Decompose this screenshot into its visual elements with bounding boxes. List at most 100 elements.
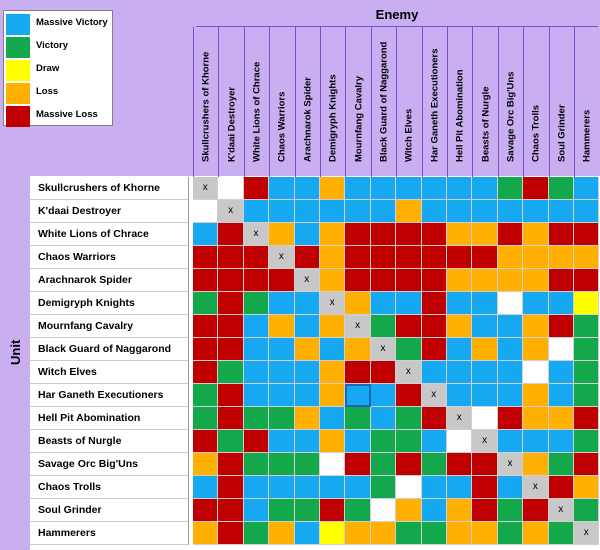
matchup-cell[interactable] (294, 476, 320, 499)
matchup-cell[interactable] (218, 476, 244, 499)
matchup-cell[interactable] (574, 407, 600, 430)
matchup-cell[interactable] (472, 200, 498, 223)
matchup-cell[interactable] (370, 269, 397, 292)
matchup-cell[interactable] (472, 361, 498, 384)
matchup-cell[interactable]: x (497, 453, 524, 476)
matchup-cell[interactable] (574, 177, 600, 200)
matchup-cell[interactable] (497, 522, 524, 545)
matchup-cell[interactable] (269, 361, 295, 384)
matchup-cell[interactable] (396, 407, 422, 430)
matchup-cell[interactable] (548, 384, 574, 407)
matchup-cell[interactable] (320, 476, 346, 499)
matchup-cell[interactable] (447, 476, 473, 499)
matchup-cell[interactable] (193, 223, 219, 246)
matchup-cell[interactable] (269, 292, 295, 315)
matchup-cell[interactable] (294, 223, 320, 246)
matchup-cell[interactable] (447, 200, 473, 223)
matchup-cell[interactable] (218, 361, 244, 384)
matchup-cell[interactable] (548, 430, 574, 453)
matchup-cell[interactable] (243, 269, 270, 292)
matchup-cell[interactable] (294, 292, 320, 315)
matchup-cell[interactable] (218, 407, 244, 430)
matchup-cell[interactable] (472, 338, 498, 361)
matchup-cell[interactable] (320, 200, 346, 223)
matchup-cell[interactable] (269, 453, 295, 476)
matchup-cell[interactable] (294, 430, 320, 453)
matchup-cell[interactable]: x (370, 338, 397, 361)
matchup-cell[interactable] (421, 522, 447, 545)
matchup-cell[interactable] (294, 522, 320, 545)
matchup-cell[interactable] (193, 522, 219, 545)
matchup-cell[interactable] (370, 453, 397, 476)
matchup-cell[interactable] (472, 315, 498, 338)
matchup-cell[interactable] (243, 499, 270, 522)
matchup-cell[interactable] (345, 453, 371, 476)
matchup-cell[interactable] (421, 499, 447, 522)
matchup-cell[interactable]: x (320, 292, 346, 315)
matchup-cell[interactable] (269, 384, 295, 407)
matchup-cell[interactable] (370, 177, 397, 200)
matchup-cell[interactable] (269, 476, 295, 499)
matchup-cell[interactable] (497, 430, 524, 453)
matchup-cell[interactable] (370, 200, 397, 223)
matchup-cell[interactable] (548, 522, 574, 545)
matchup-cell[interactable] (218, 246, 244, 269)
matchup-cell[interactable] (345, 499, 371, 522)
matchup-cell[interactable] (574, 499, 600, 522)
matchup-cell[interactable] (472, 522, 498, 545)
matchup-cell[interactable]: x (548, 499, 574, 522)
matchup-cell[interactable] (243, 522, 270, 545)
matchup-cell[interactable] (320, 246, 346, 269)
matchup-cell[interactable]: x (574, 522, 600, 545)
matchup-cell[interactable] (193, 361, 219, 384)
matchup-cell[interactable] (294, 499, 320, 522)
matchup-cell[interactable] (523, 269, 549, 292)
matchup-cell[interactable] (421, 338, 447, 361)
matchup-cell[interactable] (396, 269, 422, 292)
matchup-cell[interactable] (447, 269, 473, 292)
matchup-cell[interactable] (548, 223, 574, 246)
matchup-cell[interactable] (523, 338, 549, 361)
matchup-cell[interactable] (370, 430, 397, 453)
matchup-cell[interactable] (243, 200, 270, 223)
matchup-cell[interactable] (574, 292, 600, 315)
matchup-cell[interactable]: x (523, 476, 549, 499)
matchup-cell[interactable] (472, 407, 498, 430)
matchup-cell[interactable] (447, 499, 473, 522)
matchup-cell[interactable] (548, 292, 574, 315)
matchup-cell[interactable] (523, 223, 549, 246)
matchup-cell[interactable] (574, 315, 600, 338)
matchup-cell[interactable] (320, 177, 346, 200)
matchup-cell[interactable] (218, 177, 244, 200)
matchup-cell[interactable] (447, 223, 473, 246)
matchup-cell[interactable] (396, 522, 422, 545)
matchup-cell[interactable] (193, 269, 219, 292)
matchup-cell[interactable] (421, 315, 447, 338)
matchup-cell[interactable] (497, 499, 524, 522)
matchup-cell[interactable] (243, 384, 270, 407)
matchup-cell[interactable]: x (243, 223, 270, 246)
matchup-cell[interactable] (523, 453, 549, 476)
matchup-cell[interactable] (218, 384, 244, 407)
matchup-cell[interactable] (345, 407, 371, 430)
matchup-cell[interactable] (243, 246, 270, 269)
matchup-cell[interactable] (269, 407, 295, 430)
matchup-cell[interactable] (218, 522, 244, 545)
matchup-cell[interactable] (243, 361, 270, 384)
matchup-cell[interactable] (421, 246, 447, 269)
matchup-cell[interactable] (370, 246, 397, 269)
matchup-cell[interactable] (269, 499, 295, 522)
matchup-cell[interactable] (574, 361, 600, 384)
matchup-cell[interactable] (320, 522, 346, 545)
matchup-cell[interactable] (218, 338, 244, 361)
matchup-cell[interactable] (396, 499, 422, 522)
matchup-cell[interactable] (370, 223, 397, 246)
matchup-cell[interactable] (497, 315, 524, 338)
matchup-cell[interactable] (523, 315, 549, 338)
matchup-cell[interactable] (396, 292, 422, 315)
matchup-cell[interactable] (243, 430, 270, 453)
matchup-cell[interactable] (421, 453, 447, 476)
matchup-cell[interactable] (218, 292, 244, 315)
matchup-cell[interactable] (243, 338, 270, 361)
matchup-cell[interactable] (421, 292, 447, 315)
